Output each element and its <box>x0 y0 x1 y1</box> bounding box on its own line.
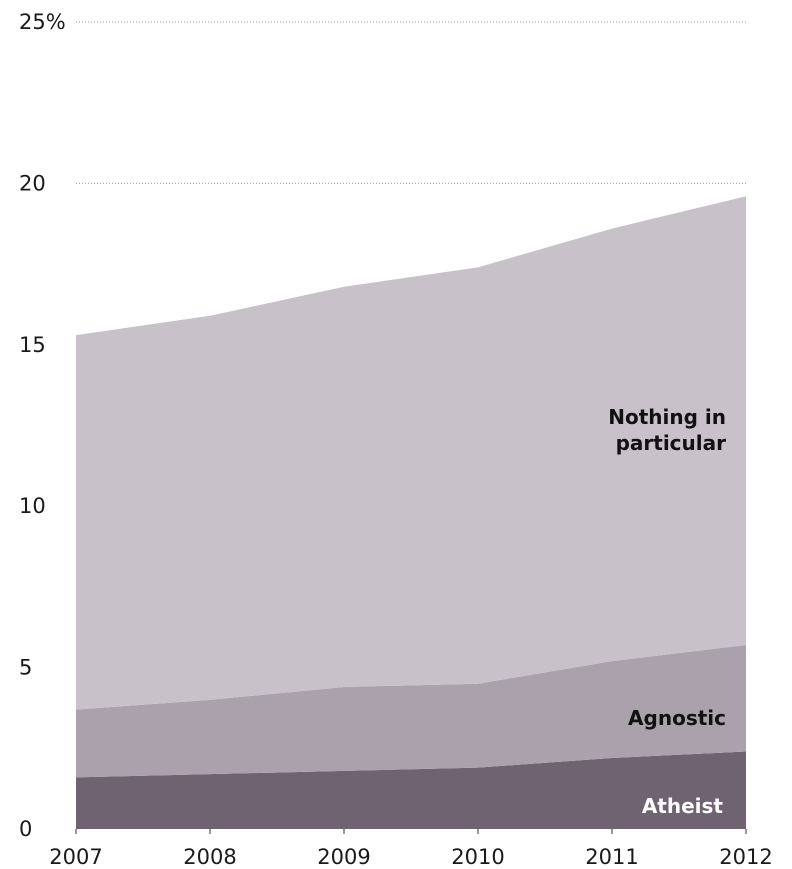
series-label-nothing-line1: Nothing in <box>608 405 726 429</box>
area-layers <box>76 196 746 829</box>
x-tick-label: 2012 <box>719 845 772 869</box>
y-tick-label: 15 <box>19 333 46 357</box>
y-axis-ticks: 0 5 10 15 20 25% <box>19 10 66 841</box>
series-label-nothing-line2: particular <box>616 431 727 455</box>
x-axis-ticks: 2007 2008 2009 2010 2011 2012 <box>49 829 773 869</box>
x-tick-label: 2008 <box>183 845 236 869</box>
y-tick-label: 10 <box>19 494 46 518</box>
y-tick-label: 25% <box>19 10 66 34</box>
area-nothing-in-particular <box>76 196 746 710</box>
series-label-atheist: Atheist <box>642 794 724 818</box>
y-tick-label: 0 <box>19 817 32 841</box>
area-agnostic <box>76 645 746 778</box>
gridlines <box>76 21 746 184</box>
x-tick-label: 2007 <box>49 845 102 869</box>
series-label-agnostic: Agnostic <box>628 706 726 730</box>
x-tick-label: 2009 <box>317 845 370 869</box>
y-tick-label: 5 <box>19 656 32 680</box>
y-tick-label: 20 <box>19 171 46 195</box>
x-tick-label: 2010 <box>451 845 504 869</box>
area-atheist <box>76 751 746 829</box>
x-tick-label: 2011 <box>585 845 638 869</box>
